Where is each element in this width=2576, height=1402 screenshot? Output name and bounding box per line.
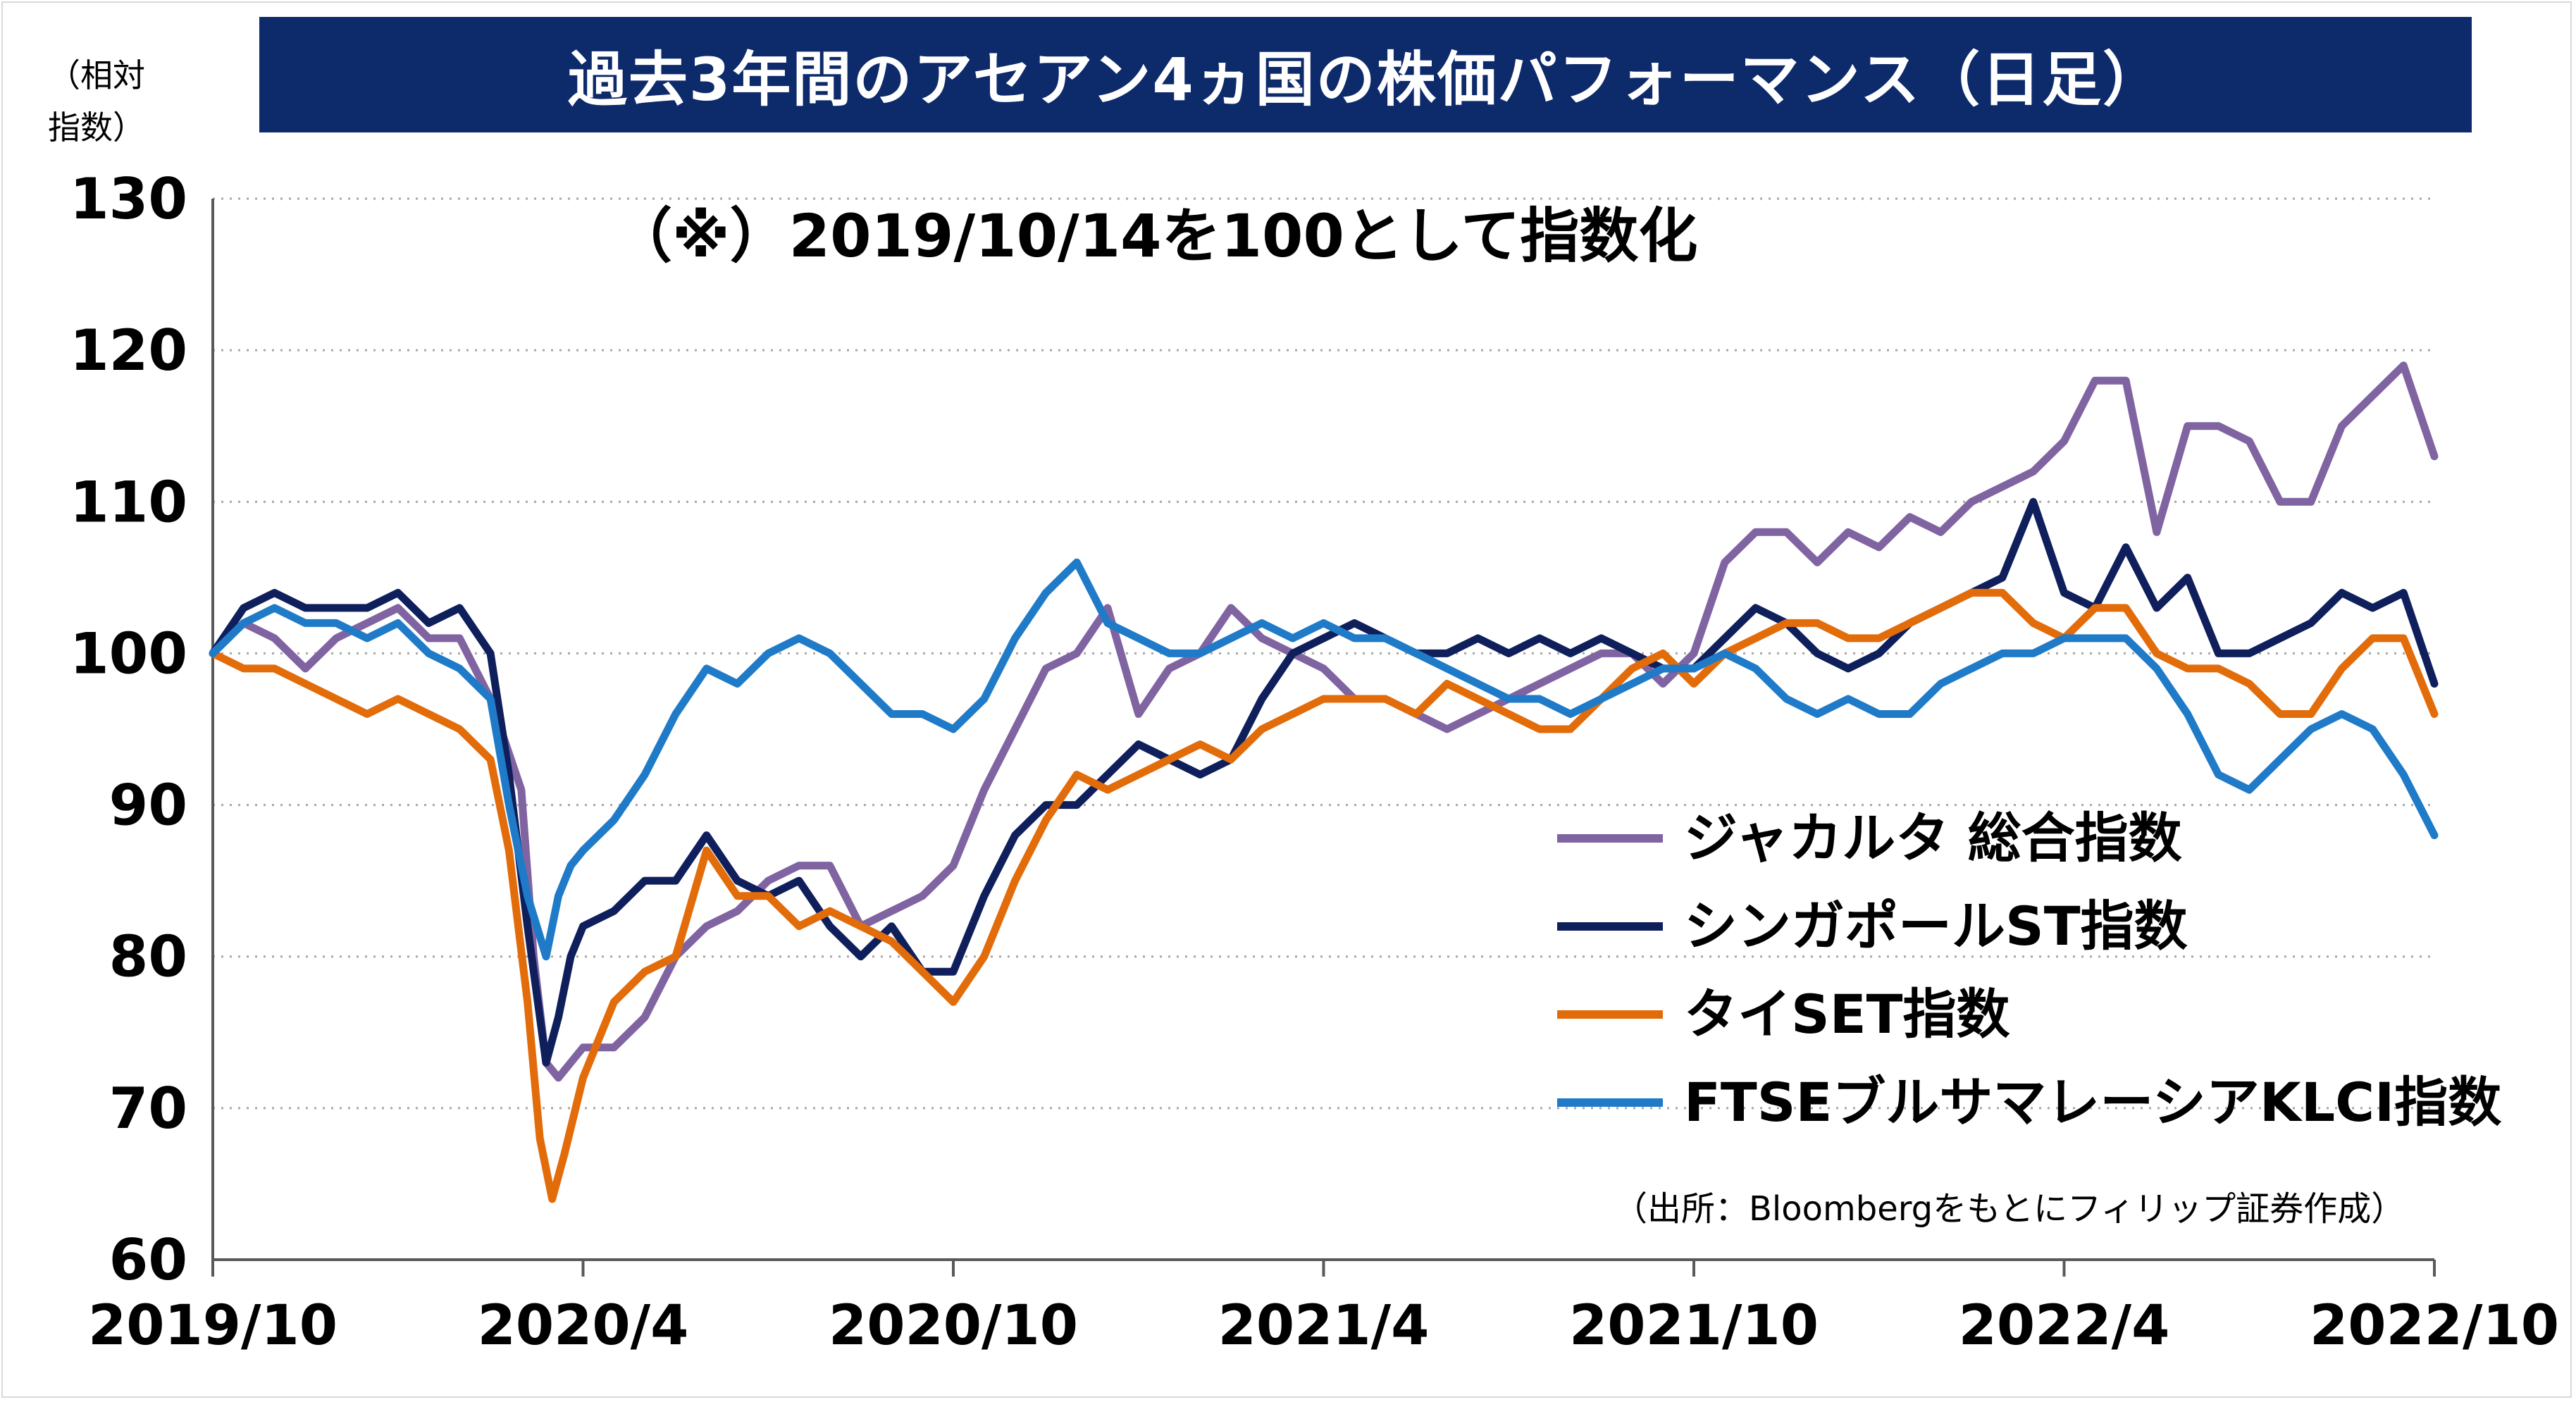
y-axis-unit-line-2: 指数）	[48, 108, 145, 147]
y-tick-label-100: 100	[70, 621, 187, 686]
legend-label-0: ジャカルタ 総合指数	[1684, 807, 2182, 869]
x-tick-label-4: 2021/10	[1569, 1294, 1819, 1358]
series-line-2	[209, 588, 2439, 1203]
y-tick-label-120: 120	[70, 318, 187, 383]
y-tick-label-60: 60	[109, 1227, 187, 1293]
series-line-3	[209, 558, 2439, 961]
y-tick-label-90: 90	[109, 773, 187, 838]
x-tick-label-2: 2020/10	[829, 1294, 1078, 1358]
y-axis-unit-line-1: （相対	[48, 56, 145, 94]
source-note: （出所：Bloombergをもとにフィリップ証券作成）	[1614, 1189, 2405, 1229]
y-tick-label-80: 80	[109, 924, 187, 990]
x-tick-label-0: 2019/10	[88, 1294, 338, 1358]
x-tick-label-5: 2022/4	[1959, 1294, 2170, 1358]
legend-label-3: FTSEブルサマレーシアKLCI指数	[1684, 1071, 2501, 1134]
series-line-1	[209, 497, 2439, 1067]
y-tick-label-130: 130	[70, 166, 187, 232]
x-tick-label-3: 2021/4	[1218, 1294, 1430, 1358]
y-tick-label-70: 70	[109, 1076, 187, 1141]
x-tick-label-6: 2022/10	[2310, 1294, 2559, 1358]
chart-title: 過去3年間のアセアン4ヵ国の株価パフォーマンス（日足）	[259, 17, 2472, 132]
x-tick-label-1: 2020/4	[478, 1294, 689, 1358]
index-base-note: （※）2019/10/14を100として指数化	[613, 201, 1698, 271]
y-tick-label-110: 110	[70, 469, 187, 535]
y-axis-unit: （相対 指数）	[48, 49, 145, 154]
legend-label-2: タイSET指数	[1684, 983, 2010, 1046]
legend-label-1: シンガポールST指数	[1684, 895, 2188, 957]
series-line-0	[209, 361, 2439, 1082]
